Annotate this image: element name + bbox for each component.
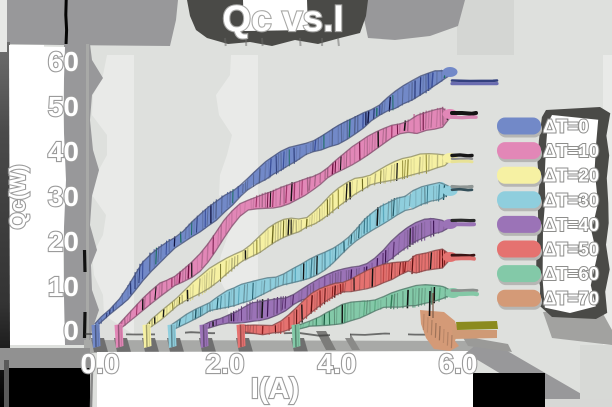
- svg-text:0: 0: [63, 315, 79, 346]
- svg-text:I(A): I(A): [251, 373, 299, 405]
- svg-text:ΔT=30: ΔT=30: [543, 189, 599, 210]
- svg-text:ΔT=70: ΔT=70: [543, 288, 599, 309]
- svg-text:30: 30: [48, 181, 79, 212]
- svg-text:50: 50: [48, 91, 79, 122]
- svg-text:ΔT=10: ΔT=10: [543, 140, 599, 161]
- svg-text:ΔT=40: ΔT=40: [543, 214, 599, 235]
- svg-text:40: 40: [48, 136, 79, 167]
- svg-text:Qc vs.I: Qc vs.I: [222, 0, 343, 39]
- svg-text:20: 20: [48, 226, 79, 257]
- svg-text:10: 10: [48, 271, 79, 302]
- svg-text:60: 60: [48, 46, 79, 77]
- svg-text:ΔT=0: ΔT=0: [543, 116, 589, 137]
- svg-text:2.0: 2.0: [206, 348, 245, 379]
- svg-text:ΔT=60: ΔT=60: [543, 263, 599, 284]
- svg-text:ΔT=20: ΔT=20: [543, 165, 599, 186]
- svg-text:6.0: 6.0: [439, 348, 478, 379]
- svg-text:0.0: 0.0: [81, 348, 120, 379]
- svg-text:4.0: 4.0: [318, 348, 357, 379]
- svg-text:Qc(W): Qc(W): [5, 165, 30, 230]
- svg-text:ΔT=50: ΔT=50: [543, 239, 599, 260]
